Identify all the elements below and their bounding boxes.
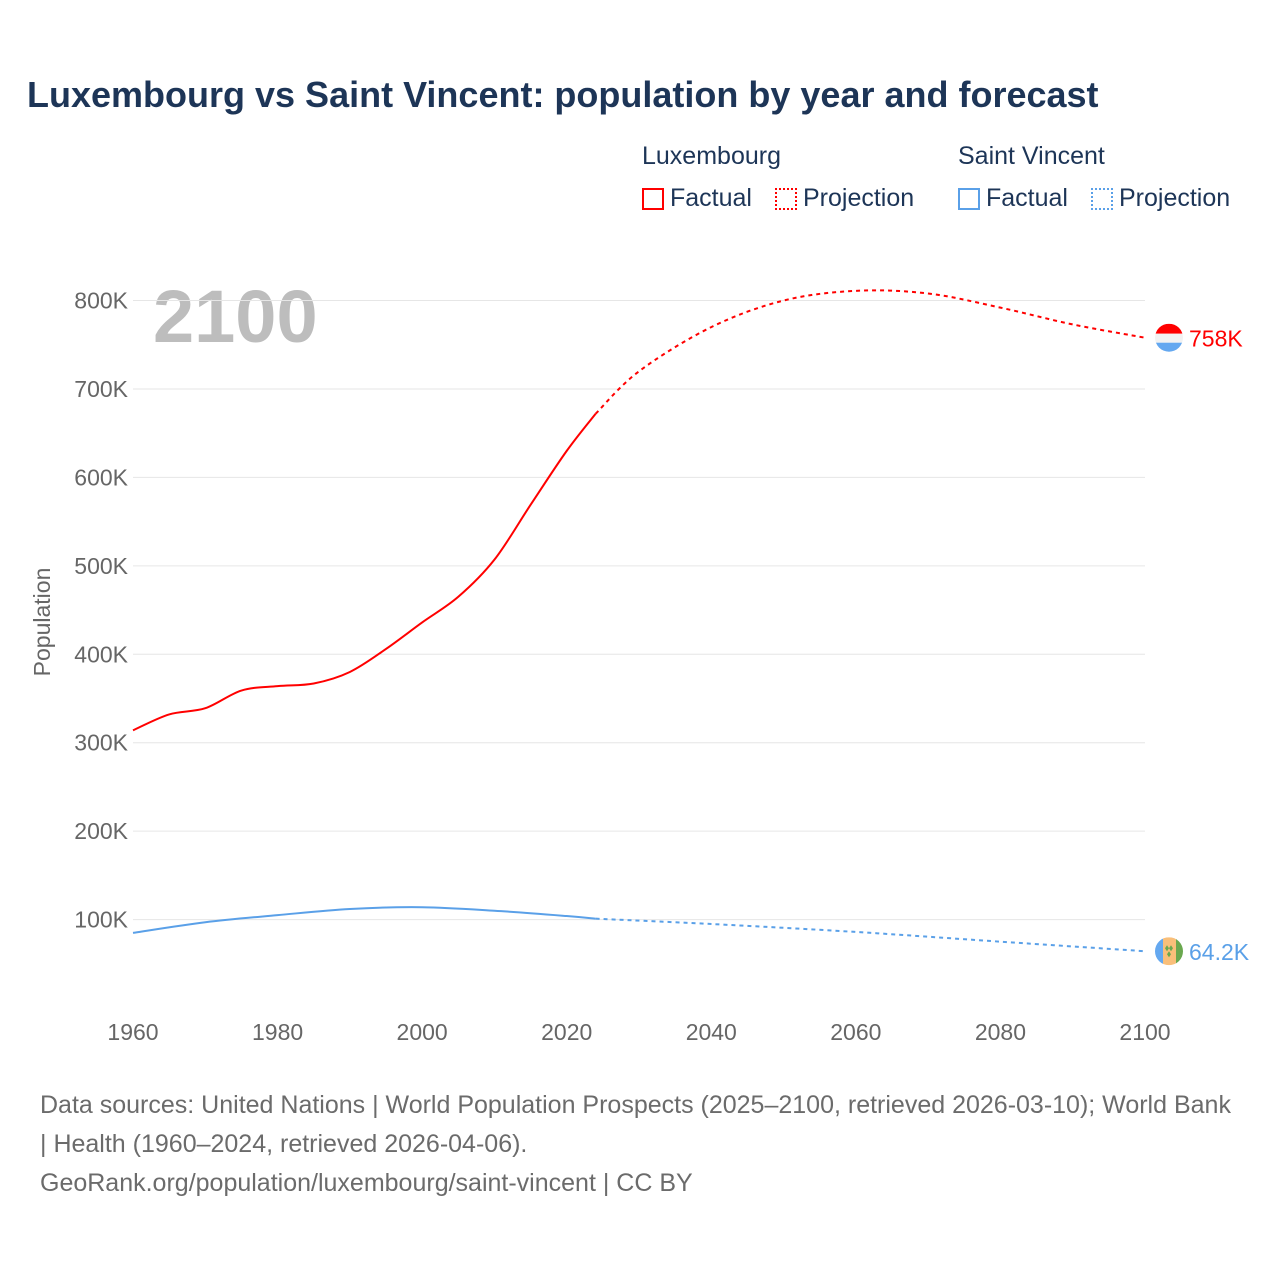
x-tick-label: 1960 xyxy=(107,1019,158,1045)
y-tick-label: 600K xyxy=(74,464,128,490)
solid-swatch-icon xyxy=(642,187,664,210)
luxembourg-flag-icon xyxy=(1155,323,1183,352)
source-link[interactable]: GeoRank.org/population/luxembourg/saint-… xyxy=(40,1169,693,1197)
solid-swatch-icon xyxy=(958,187,980,210)
x-tick-label: 2020 xyxy=(541,1019,592,1045)
y-tick-label: 200K xyxy=(74,818,128,844)
legend-lux-projection[interactable]: Projection xyxy=(775,184,914,213)
legend-label: Factual xyxy=(986,184,1068,212)
chart-plot: 2100 100K 200K 300K 400K 500K 600K 700K 800K 1960… xyxy=(29,275,1250,1045)
saint-vincent-projection-line xyxy=(595,917,1146,953)
y-tick-label: 700K xyxy=(74,376,128,402)
legend-svg-factual[interactable]: Factual xyxy=(958,184,1068,213)
x-tick-label: 2080 xyxy=(975,1019,1026,1045)
saint-vincent-end-label: 64.2K xyxy=(1189,939,1250,965)
x-tick-label: 2060 xyxy=(830,1019,881,1045)
luxembourg-projection-line xyxy=(594,289,1146,415)
legend-label: Projection xyxy=(803,184,915,212)
legend-saint-vincent: Saint Vincent Factual Projection xyxy=(958,142,1230,212)
legend-label: Projection xyxy=(1119,184,1231,212)
x-tick-label: 2000 xyxy=(397,1019,448,1045)
chart-title: Luxembourg vs Saint Vincent: population … xyxy=(27,74,1099,115)
y-tick-label: 400K xyxy=(74,641,128,667)
year-watermark: 2100 xyxy=(153,275,318,358)
legend-lux-factual[interactable]: Factual xyxy=(642,184,752,213)
y-tick-label: 800K xyxy=(74,288,128,314)
x-tick-label: 2040 xyxy=(686,1019,737,1045)
legend-group-title: Saint Vincent xyxy=(958,142,1105,170)
legend-luxembourg: Luxembourg Factual Projection xyxy=(642,142,914,212)
y-tick-label: 300K xyxy=(74,730,128,756)
x-tick-label: 2100 xyxy=(1119,1019,1170,1045)
y-tick-label: 100K xyxy=(74,907,128,933)
saint-vincent-factual-line xyxy=(132,906,596,934)
saint-vincent-flag-icon xyxy=(1155,937,1183,966)
data-sources: Data sources: United Nations | World Pop… xyxy=(40,1091,1231,1158)
y-tick-label: 500K xyxy=(74,553,128,579)
legend-label: Factual xyxy=(670,184,752,212)
luxembourg-end-label: 758K xyxy=(1189,326,1243,352)
y-axis-label: Population xyxy=(29,568,55,677)
dotted-swatch-icon xyxy=(775,187,797,210)
x-tick-label: 1980 xyxy=(252,1019,303,1045)
dotted-swatch-icon xyxy=(1091,187,1113,210)
luxembourg-factual-line xyxy=(132,413,597,732)
legend-group-title: Luxembourg xyxy=(642,142,781,170)
footer: Data sources: United Nations | World Pop… xyxy=(40,1086,1240,1203)
legend-svg-projection[interactable]: Projection xyxy=(1091,184,1230,213)
